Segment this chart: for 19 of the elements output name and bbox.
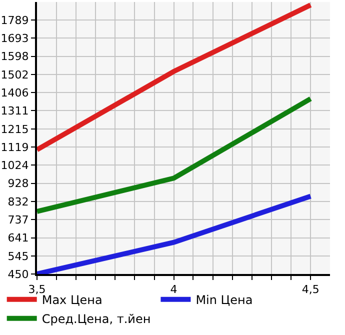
y-tick-label: 1789 [0, 14, 29, 27]
y-tick-label: 1311 [0, 104, 29, 118]
y-tick-label: 1119 [0, 140, 29, 154]
y-tick-label: 1024 [0, 158, 29, 172]
y-tick-label: 641 [8, 232, 29, 245]
y-tick-label: 1215 [0, 122, 29, 136]
x-tick-label: 4,5 [302, 283, 320, 296]
y-tick-label: 1502 [0, 68, 29, 82]
x-tick-label: 4 [170, 283, 178, 296]
y-tick-label: 737 [8, 213, 29, 226]
y-tick-label: 928 [8, 177, 29, 190]
legend-label: Сред.Цена, т.йен [42, 312, 151, 326]
y-tick-label: 1598 [0, 50, 29, 64]
y-tick-label: 1406 [0, 86, 29, 100]
y-tick-label: 1693 [0, 32, 29, 46]
legend-label: Min Цена [196, 293, 253, 308]
y-tick-label: 545 [8, 250, 29, 263]
y-tick-label: 450 [8, 268, 29, 281]
y-tick-label: 832 [8, 195, 29, 208]
